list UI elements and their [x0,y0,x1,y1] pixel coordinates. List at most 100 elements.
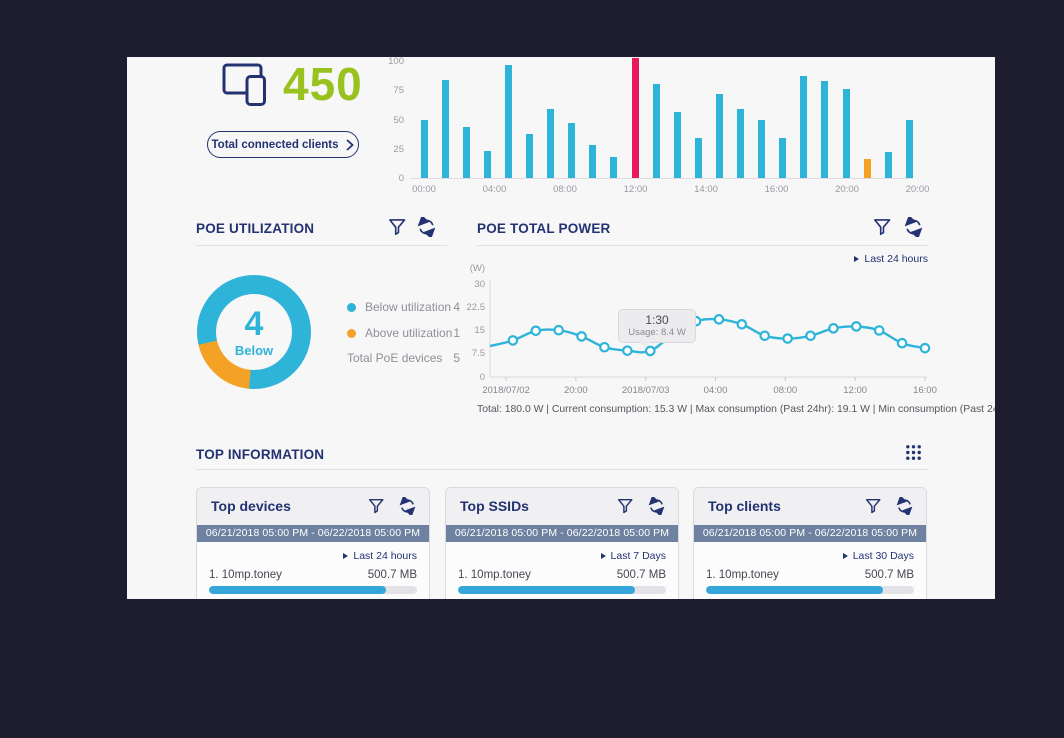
card-range-selector[interactable]: Last 7 Days [600,550,666,562]
y-tick-label: 0 [398,173,404,184]
chart-tooltip: 1:30 Usage: 8.4 W [618,308,696,348]
x-tick-label: 20:00 [563,385,588,396]
poe-utilization-refresh-icon[interactable] [417,217,436,240]
card-range-selector[interactable]: Last 24 hours [343,550,417,562]
data-point[interactable] [644,345,656,357]
y-tick-label: 30 [474,278,485,290]
x-tick-label: 2018/07/02 [482,385,530,396]
x-tick-label: 08:00 [773,385,798,396]
bar [758,119,766,178]
connected-clients-count: 450 [283,58,363,110]
x-tick-label: 12:00 [623,184,648,195]
range-label: Last 30 Days [852,550,914,562]
entry-name: 1. 10mp.toney [458,569,531,581]
entry-name: 1. 10mp.toney [209,569,282,581]
bar [737,108,744,178]
progress-fill [209,586,386,594]
bar [610,156,618,178]
data-point[interactable] [622,345,633,356]
power-range-selector[interactable]: Last 24 hours [854,253,928,265]
data-point[interactable] [736,318,748,330]
range-label: Last 24 hours [353,550,417,562]
legend-item-above: Above utilization 1 [347,326,460,340]
data-point[interactable] [851,321,862,332]
y-tick-label: 22.5 [466,301,486,313]
card-refresh-icon[interactable] [896,497,913,518]
data-point[interactable] [576,331,587,342]
card-refresh-icon[interactable] [648,497,665,518]
card-header: Top clients [694,488,926,525]
card-title: Top SSIDs [460,498,529,514]
data-point[interactable] [759,330,771,342]
legend-item-total: Total PoE devices 5 [347,351,460,365]
data-point[interactable] [896,337,908,349]
bar [652,84,660,178]
clients-bar-chart[interactable] [410,57,913,179]
progress-fill [706,586,883,594]
top-devices-card: Top devices 06/21/2018 05:00 PM - 06/22/… [196,487,430,599]
data-point[interactable] [873,325,885,336]
bar [504,64,512,178]
bar-chart-y-axis: 100 75 50 25 0 [362,57,404,184]
bar [483,151,491,178]
x-tick-label: 00:00 [412,184,436,195]
bar [462,126,470,178]
bar [905,119,913,178]
poe-power-line-chart[interactable] [482,275,937,387]
bar [568,123,576,178]
x-tick-label: 20:00 [835,184,859,195]
data-point[interactable] [782,333,793,344]
power-stats-summary: Total: 180.0 W | Current consumption: 15… [477,404,995,415]
top-ssids-card: Top SSIDs 06/21/2018 05:00 PM - 06/22/20… [445,487,679,599]
data-point[interactable] [507,335,519,346]
bar [589,145,597,178]
bar [631,57,639,178]
bar [715,93,723,178]
poe-total-power-filter-icon[interactable] [873,217,892,240]
data-point[interactable] [713,314,725,325]
bar [441,79,449,178]
data-point[interactable] [828,323,839,334]
card-body: Last 7 Days 1. 10mp.toney 500.7 MB [446,542,678,599]
card-body: Last 24 hours 1. 10mp.toney 500.7 MB [197,542,429,599]
donut-center-value: 4 [244,304,264,343]
poe-utilization-donut-chart[interactable]: 4 Below [197,275,311,389]
bar [863,159,871,178]
data-point[interactable] [805,330,816,342]
total-connected-clients-label: Total connected clients [211,138,339,151]
entry-name: 1. 10mp.toney [706,569,779,581]
bar [547,108,555,178]
card-range-selector[interactable]: Last 30 Days [842,550,914,562]
card-title: Top clients [708,498,781,514]
x-tick-label: 14:00 [694,184,718,195]
data-point[interactable] [530,325,542,337]
x-tick-label: 04:00 [703,385,728,396]
top-information-title: TOP INFORMATION [196,447,325,462]
top-clients-card: Top clients 06/21/2018 05:00 PM - 06/22/… [693,487,927,599]
y-axis-unit: (W) [469,263,485,274]
legend-label: Above utilization [365,326,453,340]
data-point[interactable] [599,341,610,353]
card-filter-icon[interactable] [368,497,385,518]
card-body: Last 30 Days 1. 10mp.toney 500.7 MB [694,542,926,599]
entry-value: 500.7 MB [367,569,417,581]
data-point[interactable] [919,342,931,354]
divider [477,245,928,246]
card-refresh-icon[interactable] [399,497,416,518]
card-filter-icon[interactable] [865,497,882,518]
x-tick-label: 20:00 [905,184,930,195]
entry-value: 500.7 MB [864,569,914,581]
chevron-right-icon [347,139,355,150]
divider [196,245,447,246]
card-header: Top SSIDs [446,488,678,525]
data-point[interactable] [553,324,564,336]
card-filter-icon[interactable] [617,497,634,518]
range-arrow-icon [854,256,860,262]
card-date-range: 06/21/2018 05:00 PM - 06/22/2018 05:00 P… [694,525,926,542]
poe-utilization-filter-icon[interactable] [388,217,407,240]
total-connected-clients-button[interactable]: Total connected clients [207,131,359,158]
poe-total-power-refresh-icon[interactable] [904,217,923,240]
range-arrow-icon [343,553,349,559]
grid-icon[interactable] [905,444,922,464]
range-arrow-icon [600,553,606,559]
